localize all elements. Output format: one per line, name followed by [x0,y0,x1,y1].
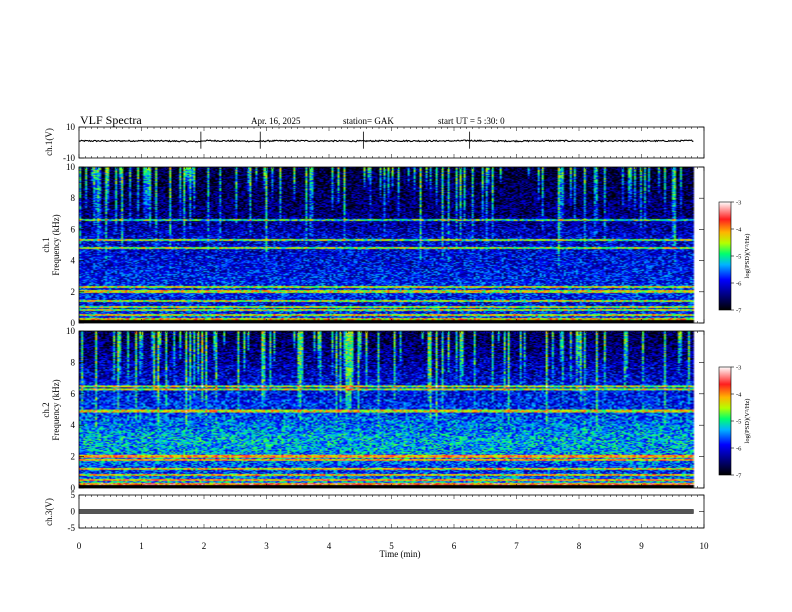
x-tick-label: 6 [452,541,457,551]
y-tick-label: 4 [71,256,76,266]
ch3-waveform-panel: 5 0 -5 [68,490,705,533]
colorbar-tick-label: -7 [736,473,742,480]
x-tick-label: 10 [700,541,710,551]
ch1-spectrogram-channel-label: ch.1 [41,237,51,252]
y-tick-label: -10 [63,153,75,163]
colorbar-tick-label: -3 [736,200,741,207]
y-tick-label: 8 [71,193,76,203]
y-tick-label: 10 [66,326,76,336]
y-tick-label: 0 [71,483,76,493]
x-tick-label: 1 [139,541,144,551]
colorbar-tick-label: -3 [736,365,741,372]
ch2-spectrogram-image [79,331,704,488]
ch1-waveform-line [78,139,694,143]
y-tick-label: 6 [71,389,76,399]
x-tick-label: 9 [639,541,644,551]
y-tick-label: 4 [71,420,76,430]
ch2-colorbar-gradient [718,366,732,476]
date-label: Apr. 16, 2025 [251,116,301,126]
ch2-colorbar: log(PSD)(V²/Hz) -3 -4 -5 -6 -7 [718,365,751,480]
y-tick-label: 2 [71,287,76,297]
ch2-spectrogram-ylabel: Frequency (kHz) [51,379,61,440]
colorbar-tick-label: -6 [736,446,742,453]
ch1-spectrogram-ylabel: Frequency (kHz) [51,214,61,275]
y-tick-label: 10 [66,122,76,132]
y-tick-label: 0 [71,318,76,328]
colorbar-tick-label: -6 [736,281,742,288]
ch2-spectrogram-panel: 0 2 4 6 8 10 [66,326,705,493]
ch1-spectrogram-panel: 0 2 4 6 8 10 [66,162,705,328]
y-tick-label: 8 [71,357,76,367]
y-tick-label: 6 [71,224,76,234]
y-tick-label: 10 [66,162,76,172]
x-tick-label: 3 [264,541,269,551]
colorbar-tick-label: -5 [736,419,741,426]
ch3-waveform-ylabel: ch.3(V) [44,498,54,526]
x-tick-label: 7 [514,541,519,551]
ch1-colorbar-gradient [718,201,732,311]
ch1-spectrogram-image [79,167,704,323]
y-tick-label: 5 [71,490,76,500]
ch1-waveform-ylabel: ch.1(V) [44,128,54,156]
ch3-waveform-line [78,509,694,514]
ch1-waveform-panel: 10 -10 [63,122,705,163]
x-tick-label: 2 [202,541,207,551]
x-tick-label: 5 [389,541,394,551]
start-time-label: start UT = 5 :30: 0 [438,116,505,126]
ch2-colorbar-label: log(PSD)(V²/Hz) [744,399,751,444]
y-tick-label: -5 [68,523,76,533]
figure-title: VLF Spectra [80,113,142,127]
x-tick-label: 4 [327,541,332,551]
time-axis-label: Time (min) [380,549,421,559]
colorbar-tick-label: -4 [736,392,742,399]
colorbar-tick-label: -5 [736,254,741,261]
station-label: station= GAK [343,116,394,126]
panel-frame [78,126,705,159]
colorbar-tick-label: -7 [736,308,742,315]
ch1-colorbar: log(PSD)(V²/Hz) -3 -4 -5 -6 -7 [718,200,751,315]
ch1-colorbar-label: log(PSD)(V²/Hz) [744,234,751,279]
ch2-spectrogram-channel-label: ch.2 [41,402,51,417]
y-tick-label: 2 [71,452,76,462]
colorbar-tick-label: -4 [736,227,742,234]
x-tick-label: 0 [77,541,82,551]
y-tick-label: 0 [71,507,76,517]
x-tick-label: 8 [577,541,582,551]
time-axis: 0 1 2 3 4 5 6 7 8 9 10 [77,541,709,551]
